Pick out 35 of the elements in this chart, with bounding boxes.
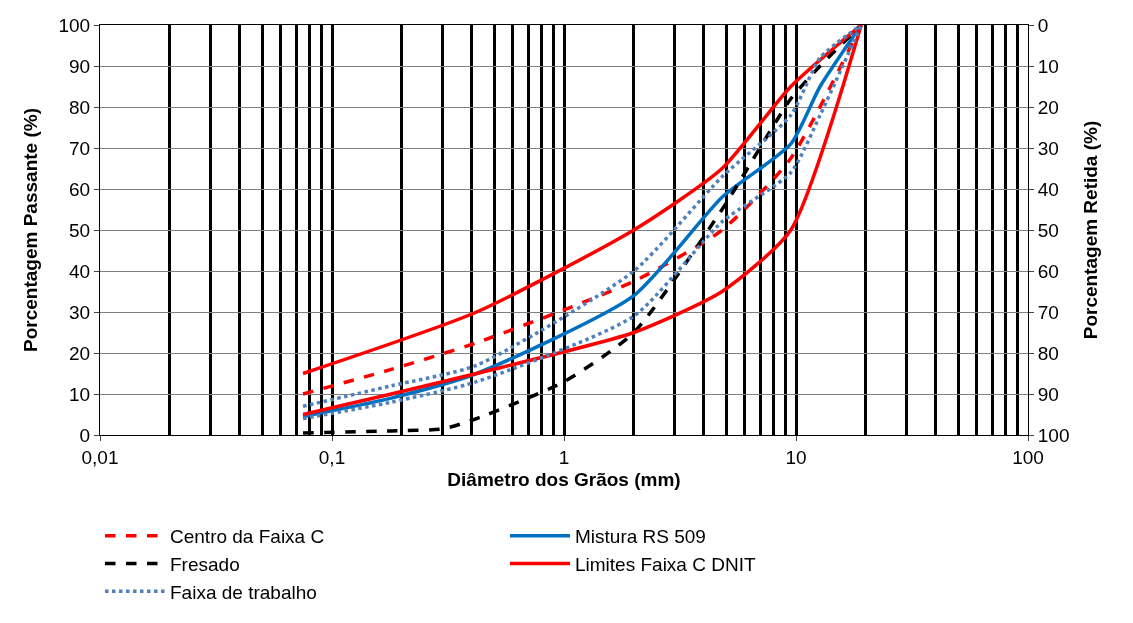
x-tick-label: 0,01	[81, 446, 119, 468]
y2-tick-label: 10	[1037, 55, 1059, 77]
legend-label: Mistura RS 509	[575, 526, 706, 548]
y-tick-label: 40	[69, 260, 91, 282]
legend-label: Limites Faixa C DNIT	[575, 553, 756, 575]
y2-tick-label: 60	[1037, 260, 1059, 282]
y2-tick-label: 20	[1037, 96, 1059, 118]
y-tick-label: 100	[58, 14, 91, 36]
y2-tick-label: 100	[1037, 424, 1070, 446]
y-tick-label: 60	[69, 178, 91, 200]
y-tick-label: 30	[69, 301, 91, 323]
y2-tick-label: 70	[1037, 301, 1059, 323]
y-tick-label: 50	[69, 219, 91, 241]
y2-tick-label: 0	[1037, 14, 1049, 36]
y-tick-label: 0	[79, 424, 91, 446]
legend-label: Centro da Faixa C	[170, 526, 325, 548]
y2-tick-label: 50	[1037, 219, 1059, 241]
x-tick-label: 1	[558, 446, 570, 468]
y-tick-label: 20	[69, 342, 91, 364]
y2-tick-label: 30	[1037, 137, 1059, 159]
y2-axis-title: Porcentagem Retida (%)	[1080, 120, 1102, 340]
y2-tick-label: 90	[1037, 383, 1059, 405]
x-tick-label: 10	[785, 446, 807, 468]
y2-tick-label: 80	[1037, 342, 1059, 364]
y-tick-label: 70	[69, 137, 91, 159]
y-tick-label: 80	[69, 96, 91, 118]
y2-tick-label: 40	[1037, 178, 1059, 200]
x-tick-label: 100	[1012, 446, 1044, 468]
legend-label: Fresado	[170, 553, 240, 575]
y-axis-title: Porcentagem Passante (%)	[20, 108, 42, 352]
y-tick-label: 10	[69, 383, 91, 405]
y-tick-label: 90	[69, 55, 91, 77]
x-tick-label: 0,1	[318, 446, 346, 468]
legend-label: Faixa de trabalho	[170, 581, 317, 603]
x-axis-title: Diâmetro dos Grãos (mm)	[447, 468, 681, 490]
